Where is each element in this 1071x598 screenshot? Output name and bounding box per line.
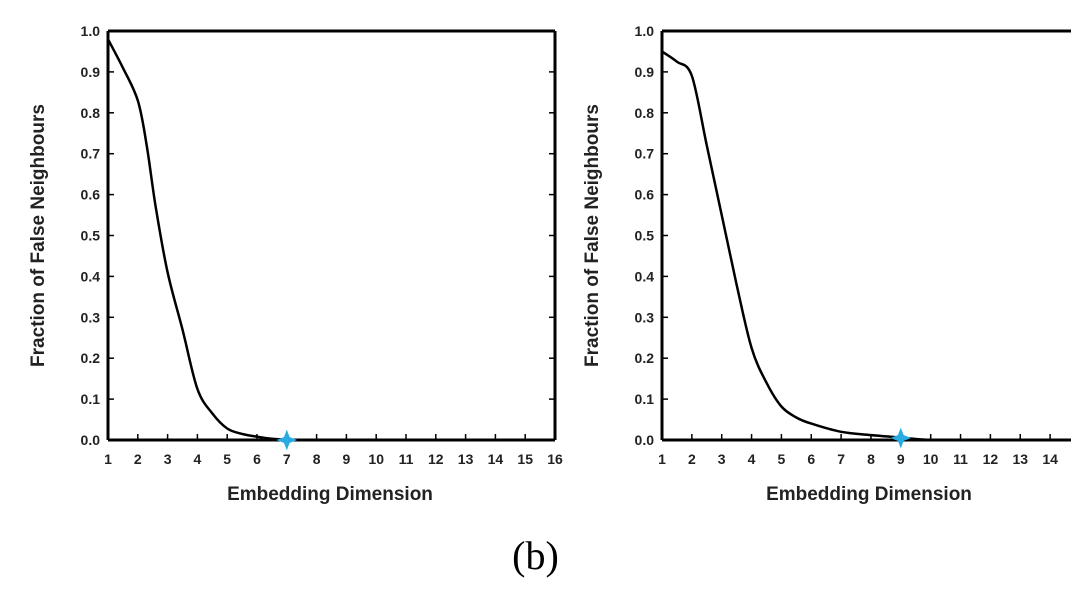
x-tick-label: 3 bbox=[164, 451, 172, 467]
series-line-false-neighbours bbox=[106, 38, 555, 442]
x-tick-label: 9 bbox=[343, 451, 351, 467]
x-tick-label: 10 bbox=[368, 451, 384, 467]
chart-left: 0.00.10.20.30.40.50.60.70.80.91.01 2 3 4 5 6 7… bbox=[28, 23, 563, 505]
x-tick-label: 7 bbox=[837, 451, 845, 467]
x-tick-label: 7 bbox=[283, 451, 291, 467]
x-tick-label: 5 bbox=[778, 451, 786, 467]
x-tick-label: 3 bbox=[718, 451, 726, 467]
y-tick-label: 0.5 bbox=[81, 228, 101, 244]
y-tick-label: 0.3 bbox=[81, 309, 101, 325]
x-tick-label: 11 bbox=[399, 451, 414, 467]
x-tick-label: 10 bbox=[923, 451, 939, 467]
y-tick-label: 0.9 bbox=[81, 64, 101, 80]
y-axis-title: Fraction of False Neighbours bbox=[28, 104, 49, 367]
y-tick-label: 0.0 bbox=[81, 432, 101, 448]
y-tick-label: 0.3 bbox=[635, 309, 655, 325]
optimal-dimension-marker bbox=[890, 427, 912, 449]
x-tick-label: 8 bbox=[313, 451, 321, 467]
y-tick-label: 0.0 bbox=[635, 432, 655, 448]
x-tick-label: 13 bbox=[1012, 451, 1028, 467]
x-tick-label: 12 bbox=[983, 451, 999, 467]
chart-right: 0.00.10.20.30.40.50.60.70.80.91.01 2 3 4 5 6 7… bbox=[582, 23, 1071, 505]
y-tick-label: 0.9 bbox=[635, 64, 655, 80]
y-tick-label: 0.4 bbox=[81, 268, 101, 284]
y-tick-label: 0.2 bbox=[81, 350, 101, 366]
x-tick-label: 1 bbox=[104, 451, 112, 467]
series-line-false-neighbours bbox=[661, 50, 1071, 442]
y-tick-label: 0.5 bbox=[635, 228, 655, 244]
y-tick-label: 0.1 bbox=[635, 391, 655, 407]
y-tick-label: 0.2 bbox=[635, 350, 655, 366]
x-tick-label: 8 bbox=[867, 451, 875, 467]
x-tick-label: 15 bbox=[517, 451, 533, 467]
x-tick-label: 16 bbox=[547, 451, 563, 467]
x-tick-label: 5 bbox=[223, 451, 231, 467]
y-tick-label: 1.0 bbox=[635, 23, 655, 39]
y-tick-label: 0.7 bbox=[635, 146, 655, 162]
x-tick-label: 4 bbox=[748, 451, 756, 467]
x-axis-title: Embedding Dimension bbox=[766, 484, 972, 505]
y-tick-label: 0.7 bbox=[81, 146, 101, 162]
x-tick-label: 14 bbox=[488, 451, 504, 467]
x-tick-label: 4 bbox=[194, 451, 202, 467]
x-tick-label: 13 bbox=[458, 451, 474, 467]
x-tick-label: 2 bbox=[134, 451, 142, 467]
x-tick-label: 2 bbox=[688, 451, 696, 467]
x-axis-title: Embedding Dimension bbox=[227, 484, 433, 505]
y-tick-label: 1.0 bbox=[81, 23, 101, 39]
x-tick-label: 12 bbox=[428, 451, 444, 467]
y-tick-label: 0.8 bbox=[635, 105, 655, 121]
y-axis-title: Fraction of False Neighbours bbox=[582, 104, 603, 367]
x-tick-label: 14 bbox=[1042, 451, 1058, 467]
y-tick-label: 0.4 bbox=[635, 268, 655, 284]
x-tick-label: 6 bbox=[807, 451, 815, 467]
y-tick-label: 0.8 bbox=[81, 105, 101, 121]
x-tick-label: 11 bbox=[953, 451, 968, 467]
y-tick-label: 0.6 bbox=[81, 187, 101, 203]
y-tick-label: 0.1 bbox=[81, 391, 101, 407]
x-tick-label: 1 bbox=[658, 451, 666, 467]
y-tick-label: 0.6 bbox=[635, 187, 655, 203]
optimal-dimension-marker bbox=[276, 429, 298, 451]
x-tick-label: 6 bbox=[253, 451, 261, 467]
x-tick-label: 9 bbox=[897, 451, 905, 467]
figure-caption: (b) bbox=[512, 533, 559, 578]
